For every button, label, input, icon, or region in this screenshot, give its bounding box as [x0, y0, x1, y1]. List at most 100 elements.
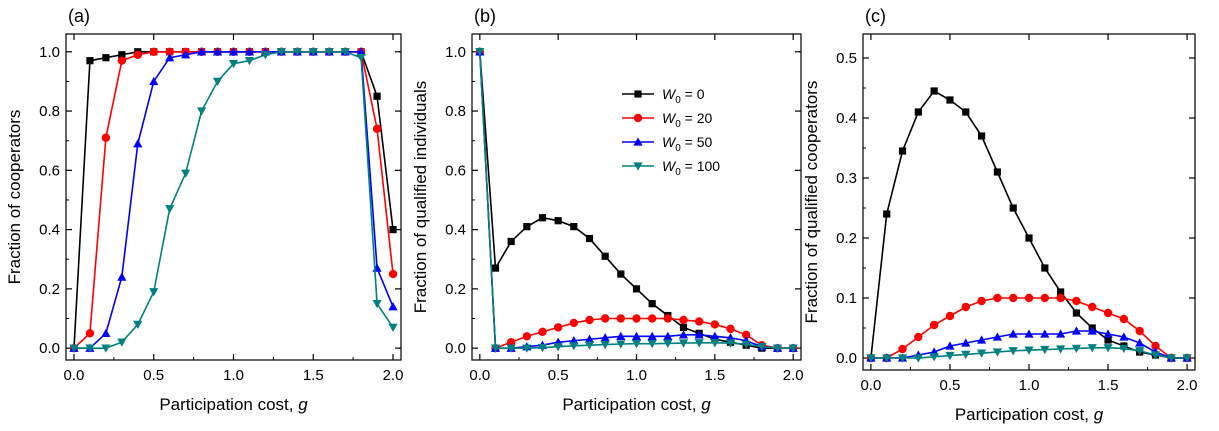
x-tick-label: 0.0 — [860, 377, 881, 394]
series-line — [73, 50, 394, 349]
data-point — [1087, 326, 1097, 335]
data-point — [679, 315, 688, 325]
x-tick-label: 1.0 — [1019, 377, 1040, 394]
data-point — [523, 223, 531, 231]
data-point — [1119, 314, 1129, 324]
axes-frame — [471, 33, 802, 361]
data-point — [632, 285, 641, 293]
data-point — [244, 56, 255, 66]
y-tick-label: 0.3 — [836, 170, 857, 187]
data-point — [725, 333, 736, 342]
data-point — [946, 96, 954, 104]
data-point — [522, 332, 532, 341]
data-point — [212, 47, 223, 56]
data-point — [914, 332, 923, 342]
data-point — [647, 340, 657, 349]
series-4 — [69, 48, 398, 353]
data-point — [85, 344, 95, 353]
panel-1: 0.0 0.5 1.0 1.5 2.0 0.0 0.2 0.4 0.6 0.8 1.0 (a) Part… — [5, 6, 403, 414]
data-point — [1087, 344, 1097, 353]
data-point — [117, 272, 127, 281]
data-point — [710, 320, 720, 329]
data-point — [388, 269, 398, 279]
panel-2: 0.0 0.5 1.0 1.5 2.0 0.0 0.2 0.4 0.6 0.8 1.0 (b) Part… — [411, 6, 804, 414]
data-point — [101, 344, 111, 353]
data-point — [554, 217, 562, 225]
data-point — [1024, 329, 1034, 338]
data-point — [388, 302, 398, 311]
data-point — [538, 327, 547, 337]
data-point — [601, 252, 609, 260]
data-point — [1041, 264, 1049, 272]
data-point — [976, 335, 987, 344]
y-tick-label: 0.6 — [39, 162, 60, 179]
data-point — [85, 329, 95, 338]
data-point — [1072, 309, 1081, 317]
data-point — [648, 300, 656, 308]
y-tick-label: 0.8 — [39, 103, 60, 120]
y-axis-label: Fraction of qualified individuals — [411, 81, 430, 313]
data-point — [1071, 326, 1082, 335]
data-point — [324, 48, 334, 57]
data-point — [389, 226, 397, 234]
data-point — [1104, 336, 1112, 344]
x-tick-label: 0.5 — [548, 367, 569, 384]
data-point — [647, 314, 657, 323]
data-point — [181, 169, 191, 178]
data-point — [788, 344, 798, 353]
data-point — [584, 334, 595, 343]
data-point — [276, 48, 286, 57]
data-point — [710, 331, 720, 340]
legend-entry: W0 = 100 — [622, 158, 720, 178]
data-point — [694, 317, 704, 326]
y-axis-label: Fraction of qualified cooperators — [802, 81, 821, 324]
data-point — [679, 323, 688, 331]
data-point — [1040, 345, 1050, 355]
x-tick-label: 2.0 — [783, 367, 804, 384]
data-point — [1119, 332, 1129, 341]
data-point — [1024, 346, 1034, 355]
data-point — [616, 314, 626, 323]
data-point — [1008, 329, 1018, 338]
y-tick-label: 0.2 — [39, 281, 60, 298]
data-point — [69, 344, 79, 353]
data-point — [600, 333, 610, 342]
legend-label: W0 = 100 — [662, 158, 720, 178]
data-point — [165, 53, 175, 62]
data-point — [961, 302, 970, 312]
data-point — [631, 331, 642, 340]
data-point — [883, 210, 891, 218]
data-point — [260, 51, 271, 60]
data-point — [308, 48, 318, 57]
data-point — [1056, 293, 1065, 303]
data-point — [930, 87, 938, 95]
data-point — [1056, 329, 1066, 338]
data-point — [584, 341, 595, 350]
data-point — [228, 47, 239, 56]
panel-label: (b) — [474, 6, 496, 26]
data-point — [86, 57, 94, 65]
data-point — [212, 77, 223, 87]
data-point — [340, 48, 350, 57]
data-point — [898, 344, 907, 354]
y-tick-label: 0.0 — [39, 340, 60, 357]
data-point — [117, 338, 127, 347]
data-point — [741, 340, 751, 349]
series-line — [73, 50, 394, 349]
data-point — [165, 47, 174, 56]
series-3 — [69, 47, 398, 352]
series-4 — [475, 48, 798, 353]
data-point — [663, 331, 673, 340]
data-point — [617, 270, 625, 278]
data-point — [1103, 344, 1113, 353]
x-tick-label: 2.0 — [383, 367, 404, 384]
data-point — [694, 339, 704, 348]
data-point — [993, 168, 1001, 176]
data-point — [1103, 329, 1113, 338]
data-point — [1025, 234, 1033, 242]
x-tick-label: 1.5 — [1098, 377, 1119, 394]
y-tick-label: 1.0 — [445, 44, 466, 61]
data-point — [356, 47, 366, 56]
data-point — [976, 349, 987, 358]
y-tick-label: 0.0 — [836, 350, 857, 367]
